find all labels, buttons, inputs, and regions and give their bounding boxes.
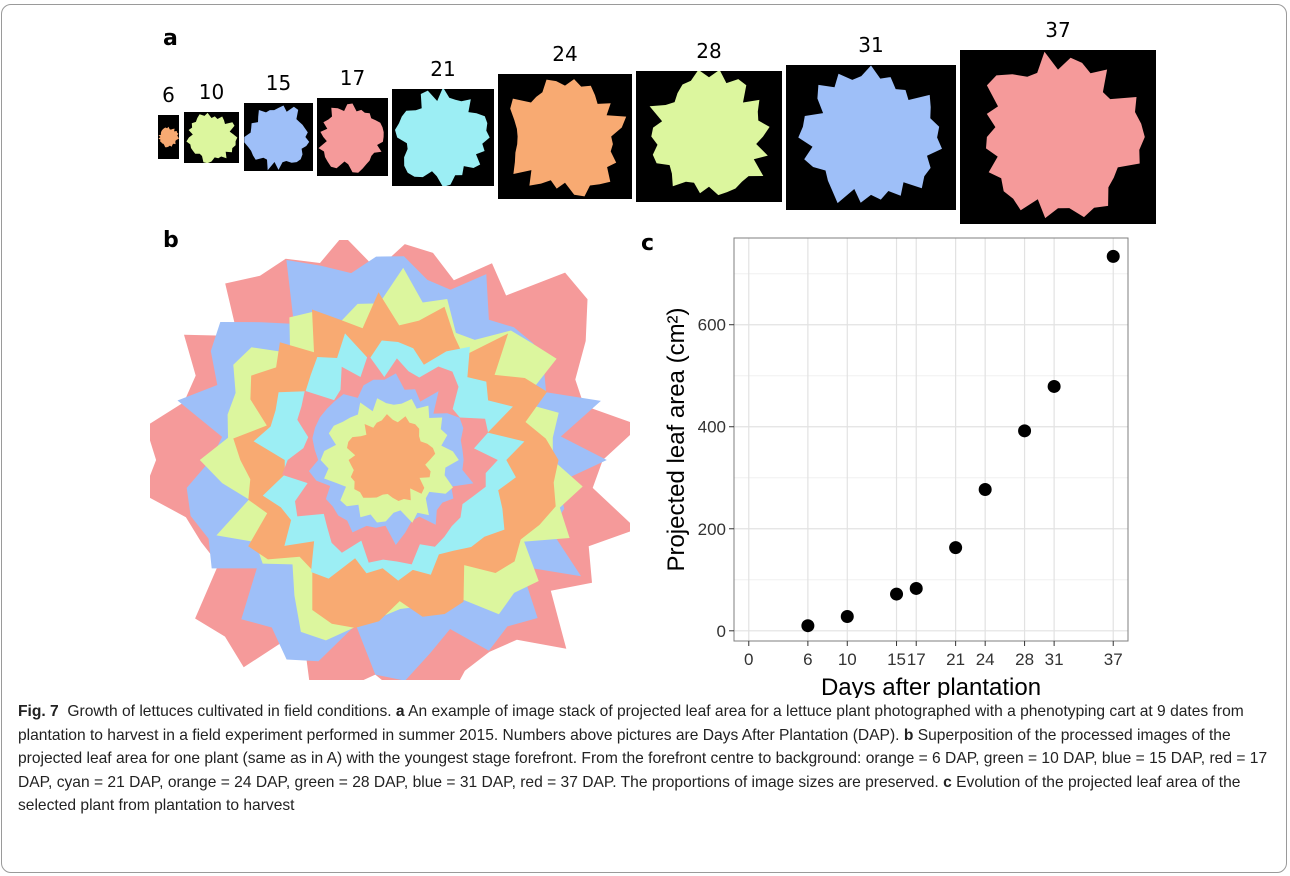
data-point <box>1047 379 1061 393</box>
lettuce-image-tile <box>498 74 632 199</box>
panel-b-label: b <box>163 228 179 253</box>
lettuce-silhouette <box>798 65 942 204</box>
caption-title: Growth of lettuces cultivated in field c… <box>67 703 392 720</box>
dap-label: 10 <box>198 80 225 104</box>
dap-label: 17 <box>339 66 366 90</box>
caption-b-text: Superposition of the processed images of… <box>18 726 1268 791</box>
x-tick-label: 21 <box>946 650 965 669</box>
data-point <box>949 541 963 555</box>
lettuce-silhouette <box>395 89 490 186</box>
lettuce-silhouette <box>649 71 770 196</box>
lettuce-image-tile <box>960 50 1156 224</box>
dap-label: 31 <box>858 33 884 57</box>
y-tick-label: 200 <box>698 520 726 539</box>
superposition-layer <box>347 414 436 501</box>
caption-c-label: c <box>943 773 952 791</box>
lettuce-image-tile <box>636 71 782 202</box>
panel-c-label: c <box>641 231 655 256</box>
caption-a-text: An example of image stack of projected l… <box>18 703 1244 744</box>
dap-label: 24 <box>552 42 578 66</box>
x-axis-title: Days after plantation <box>821 674 1041 698</box>
caption-b-label: b <box>903 726 914 744</box>
dap-label: 28 <box>696 39 722 63</box>
lettuce-image-tile <box>158 115 179 159</box>
x-tick-label: 31 <box>1045 650 1064 669</box>
y-axis-title: Projected leaf area (cm²) <box>663 307 690 571</box>
x-tick-label: 0 <box>744 650 753 669</box>
x-tick-label: 37 <box>1104 650 1123 669</box>
lettuce-image-tile <box>786 65 956 210</box>
data-point <box>1018 424 1032 438</box>
y-tick-label: 400 <box>698 418 726 437</box>
data-point <box>840 610 854 624</box>
data-point <box>909 581 923 595</box>
data-point <box>978 482 992 496</box>
figure-caption: Fig. 7 Growth of lettuces cultivated in … <box>18 700 1276 818</box>
leaf-area-chart: 0 200 400 600 0 6 10 15 17 21 24 28 31 37 Days after p… <box>663 237 1129 698</box>
data-point <box>801 619 815 633</box>
y-tick-label: 0 <box>717 622 726 641</box>
figure-frame <box>1 4 1287 873</box>
lettuce-silhouette <box>244 105 310 171</box>
lettuce-silhouette <box>318 103 384 173</box>
superposition-image <box>150 240 630 680</box>
dap-label: 6 <box>162 83 175 107</box>
lettuce-image-tile <box>244 103 313 171</box>
dap-label: 21 <box>430 57 456 81</box>
dap-label: 15 <box>265 71 292 95</box>
lettuce-silhouette <box>158 126 179 148</box>
caption-c-text: Evolution of the projected leaf area of … <box>18 773 1241 815</box>
dap-label: 37 <box>1045 18 1071 42</box>
lettuce-silhouette <box>510 79 627 197</box>
x-tick-label: 15 <box>887 650 906 669</box>
data-point <box>1106 249 1120 263</box>
plot-border <box>733 237 1129 642</box>
caption-fig-label: Fig. 7 <box>18 703 59 720</box>
caption-a-label: a <box>395 703 405 720</box>
data-point <box>890 587 904 601</box>
x-tick-label: 28 <box>1015 650 1034 669</box>
lettuce-image-tile <box>184 112 239 163</box>
x-tick-label: 10 <box>838 650 857 669</box>
panel-a-label: a <box>163 26 178 51</box>
lettuce-image-tile <box>317 98 388 176</box>
x-tick-label: 17 <box>907 650 926 669</box>
x-tick-label: 6 <box>803 650 812 669</box>
lettuce-image-tile <box>392 89 494 186</box>
y-tick-label: 600 <box>698 316 726 335</box>
lettuce-silhouette <box>186 112 238 163</box>
x-tick-label: 24 <box>976 650 995 669</box>
lettuce-silhouette <box>986 51 1145 219</box>
